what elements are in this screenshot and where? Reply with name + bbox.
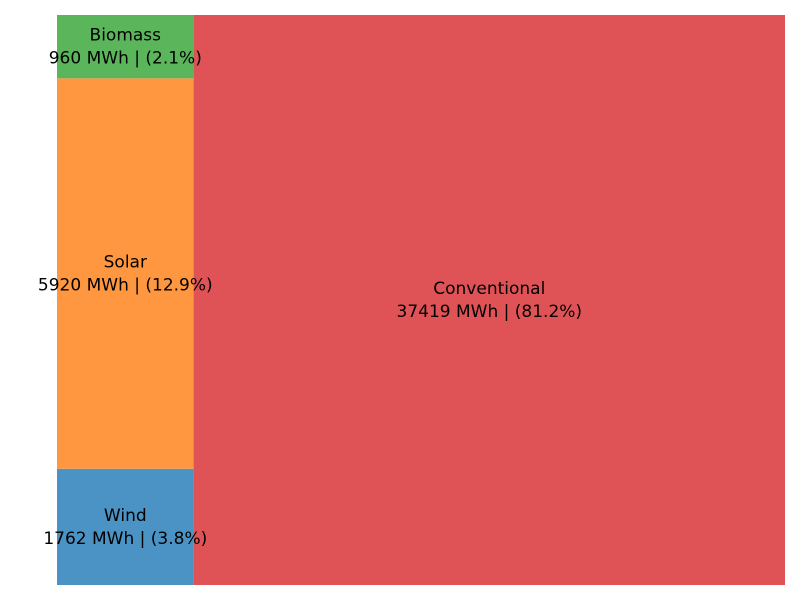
tile-label-wind: Wind: [104, 506, 147, 526]
treemap-tiles: [57, 15, 786, 585]
tile-biomass: [57, 15, 194, 79]
tile-conventional: [193, 15, 786, 585]
tile-value-wind: 1762 MWh | (3.8%): [43, 529, 207, 549]
treemap-labels: Wind 1762 MWh | (3.8%) Solar 5920 MWh | (12…: [38, 26, 582, 549]
tile-label-solar: Solar: [104, 253, 147, 273]
tile-label-conventional: Conventional: [433, 279, 545, 299]
tile-value-solar: 5920 MWh | (12.9%): [38, 276, 213, 296]
tile-solar: [57, 78, 194, 469]
tile-label-biomass: Biomass: [90, 26, 162, 46]
tile-value-biomass: 960 MWh | (2.1%): [49, 49, 202, 69]
tile-value-conventional: 37419 MWh | (81.2%): [397, 302, 583, 322]
tile-wind: [57, 468, 194, 585]
